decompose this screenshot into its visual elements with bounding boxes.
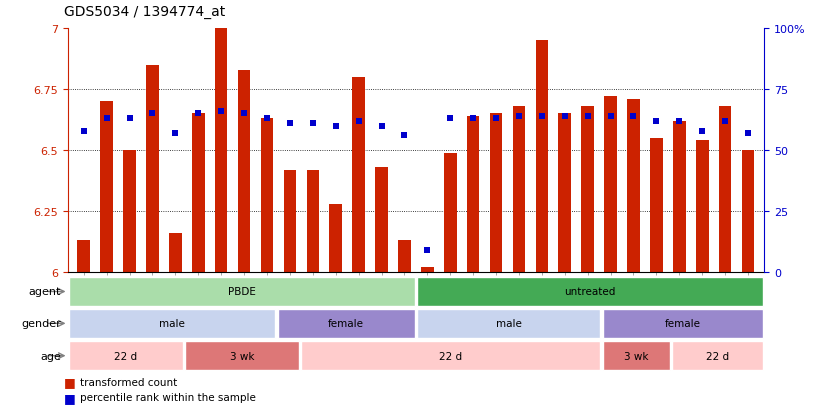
Bar <box>169 234 182 273</box>
Bar <box>535 41 548 273</box>
Bar <box>603 342 670 370</box>
Point <box>650 118 663 125</box>
Bar <box>78 241 90 273</box>
Point <box>283 121 297 127</box>
Bar <box>398 241 411 273</box>
Point <box>398 133 411 140</box>
Point <box>420 247 434 254</box>
Point <box>535 113 548 120</box>
Bar <box>650 139 662 273</box>
Point <box>100 116 113 122</box>
Text: 3 wk: 3 wk <box>624 351 648 361</box>
Bar <box>696 141 709 273</box>
Bar <box>69 309 275 338</box>
Bar <box>490 114 502 273</box>
Bar <box>513 107 525 273</box>
Bar <box>558 114 571 273</box>
Point <box>467 116 480 122</box>
Bar <box>69 342 183 370</box>
Bar <box>69 278 415 306</box>
Text: male: male <box>159 318 185 329</box>
Bar <box>719 107 731 273</box>
Point <box>695 128 709 135</box>
Text: GDS5034 / 1394774_at: GDS5034 / 1394774_at <box>64 5 225 19</box>
Point <box>490 116 503 122</box>
Bar <box>306 170 319 273</box>
Bar <box>261 119 273 273</box>
Text: age: age <box>40 351 61 361</box>
Bar <box>467 116 479 273</box>
Bar <box>627 100 640 273</box>
Bar <box>330 204 342 273</box>
Text: 22 d: 22 d <box>439 351 463 361</box>
Text: female: female <box>328 318 364 329</box>
Text: untreated: untreated <box>564 287 615 297</box>
Point <box>123 116 136 122</box>
Bar <box>283 170 297 273</box>
Bar <box>417 278 763 306</box>
Point <box>742 131 755 137</box>
Bar <box>742 151 754 273</box>
Point <box>146 111 159 117</box>
Text: PBDE: PBDE <box>228 287 256 297</box>
Bar <box>215 29 227 273</box>
Bar <box>603 309 763 338</box>
Text: ■: ■ <box>64 375 75 389</box>
Bar <box>672 342 763 370</box>
Text: 22 d: 22 d <box>706 351 729 361</box>
Point <box>444 116 457 122</box>
Point <box>352 118 365 125</box>
Text: 3 wk: 3 wk <box>230 351 254 361</box>
Bar <box>192 114 205 273</box>
Bar <box>673 121 686 273</box>
Bar <box>417 309 601 338</box>
Text: female: female <box>665 318 700 329</box>
Bar <box>421 268 434 273</box>
Bar <box>605 97 617 273</box>
Text: 22 d: 22 d <box>114 351 137 361</box>
Point <box>512 113 525 120</box>
Bar <box>123 151 135 273</box>
Point <box>627 113 640 120</box>
Bar <box>146 65 159 273</box>
Point <box>329 123 342 130</box>
Point <box>581 113 594 120</box>
Text: ■: ■ <box>64 391 75 404</box>
Text: agent: agent <box>29 287 61 297</box>
Point <box>604 113 617 120</box>
Point <box>375 123 388 130</box>
Point <box>260 116 273 122</box>
Point <box>238 111 251 117</box>
Bar <box>353 78 365 273</box>
Point <box>215 109 228 115</box>
Point <box>169 131 182 137</box>
Point <box>192 111 205 117</box>
Bar <box>185 342 299 370</box>
Text: male: male <box>496 318 522 329</box>
Bar <box>101 102 113 273</box>
Text: percentile rank within the sample: percentile rank within the sample <box>80 392 256 402</box>
Point <box>558 113 572 120</box>
Bar <box>238 70 250 273</box>
Point <box>672 118 686 125</box>
Bar <box>375 168 388 273</box>
Bar <box>582 107 594 273</box>
Point <box>719 118 732 125</box>
Text: gender: gender <box>21 318 61 329</box>
Bar <box>301 342 601 370</box>
Point <box>306 121 320 127</box>
Bar <box>444 153 457 273</box>
Bar <box>278 309 415 338</box>
Point <box>77 128 90 135</box>
Text: transformed count: transformed count <box>80 377 178 387</box>
